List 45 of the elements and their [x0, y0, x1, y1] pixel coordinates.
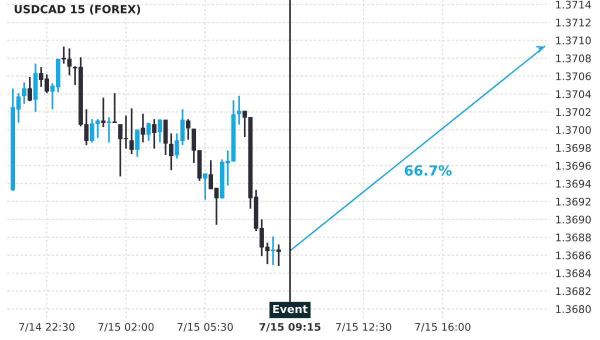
candlestick [158, 118, 162, 144]
y-tick-label: 1.3696 [556, 162, 591, 170]
y-tick-label: 1.3710 [556, 36, 591, 44]
x-tick-label: 7/15 09:15 [260, 322, 320, 332]
annotation: 66.7% [404, 165, 452, 176]
y-tick-label: 1.3698 [556, 144, 591, 152]
candlestick [146, 122, 151, 142]
candlestick [202, 172, 208, 201]
y-tick-label: 1.3684 [556, 269, 591, 278]
candlestick [163, 119, 168, 156]
y-tick-label: 1.3708 [556, 54, 591, 62]
candlestick [236, 94, 242, 126]
y-tick-label: 1.3702 [556, 108, 590, 116]
y-tick-label: 1.3704 [556, 90, 591, 98]
candlestick [22, 82, 26, 105]
candlestick [28, 76, 32, 102]
candlestick [101, 96, 106, 128]
y-tick-label: 1.3700 [556, 126, 591, 134]
x-tick-label: 7/14 22:30 [19, 322, 74, 332]
y-tick-label: 1.3692 [556, 198, 590, 206]
x-tick-label: 7/15 16:00 [415, 322, 470, 332]
candlestick [106, 116, 112, 144]
y-tick-label: 1.3712 [556, 18, 590, 26]
ref-line-label: Event [273, 304, 308, 314]
candlestick [169, 132, 174, 171]
y-tick-label: 1.3690 [556, 216, 591, 224]
candlestick [112, 92, 117, 124]
x-tick-label: 7/15 12:30 [336, 322, 392, 332]
y-tick-label: 1.3680 [556, 305, 591, 314]
candlestick [152, 118, 156, 150]
candlestick [270, 236, 276, 266]
candlestick [140, 112, 146, 144]
y-tick-label: 1.3686 [556, 251, 591, 260]
y-tick-label: 1.3694 [556, 180, 591, 188]
candlestick [135, 129, 140, 158]
chart-title: USDCAD 15 (FOREX) [14, 4, 140, 15]
y-tick-label: 1.3682 [556, 287, 590, 296]
y-tick-label: 1.3706 [556, 72, 591, 80]
y-tick-label: 1.3688 [556, 234, 591, 242]
candlestick [129, 108, 134, 155]
y-tick-label: 1.3714 [556, 0, 591, 9]
candlestick [276, 244, 281, 267]
candlestick [186, 118, 190, 141]
x-tick-label: 7/15 05:30 [178, 322, 233, 332]
x-tick-label: 7/15 02:00 [98, 322, 154, 332]
